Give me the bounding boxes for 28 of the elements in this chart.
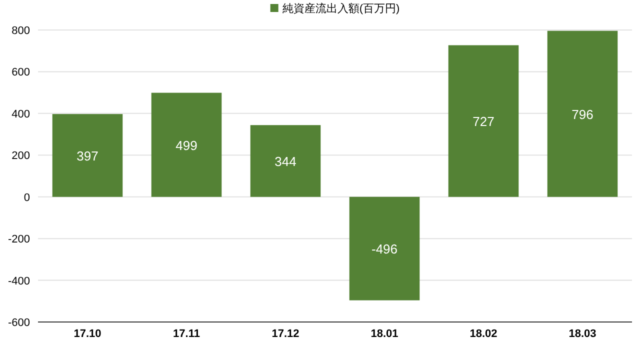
bar xyxy=(250,125,321,197)
legend: 純資産流出入額(百万円) xyxy=(270,3,400,15)
x-tick-label: 17.12 xyxy=(272,328,300,340)
legend-label: 純資産流出入額(百万円) xyxy=(282,2,400,15)
y-tick-label: 600 xyxy=(12,66,30,79)
x-tick-label: 18.01 xyxy=(370,328,398,340)
y-tick-label: 400 xyxy=(12,108,30,120)
x-tick-label: 18.03 xyxy=(568,328,596,340)
y-tick-label: -400 xyxy=(8,275,30,288)
bar xyxy=(448,45,519,197)
y-tick-label: -600 xyxy=(8,317,30,329)
x-tick-label: 17.11 xyxy=(173,328,200,340)
data-label: 796 xyxy=(572,106,594,122)
bar xyxy=(547,30,618,197)
x-tick-label: 18.02 xyxy=(470,328,498,340)
data-label: 344 xyxy=(274,154,296,169)
bar xyxy=(151,92,222,197)
bar xyxy=(52,114,123,197)
data-label: -496 xyxy=(371,242,398,257)
x-tick-label: 17.10 xyxy=(74,328,102,340)
y-tick-label: 800 xyxy=(12,25,30,37)
data-label: 727 xyxy=(472,114,494,130)
y-tick-label: -200 xyxy=(8,234,30,246)
y-tick-label: 0 xyxy=(24,192,30,204)
data-label: 397 xyxy=(76,148,98,164)
data-label: 499 xyxy=(176,138,198,153)
bar xyxy=(349,196,420,300)
y-tick-label: 200 xyxy=(12,150,30,162)
